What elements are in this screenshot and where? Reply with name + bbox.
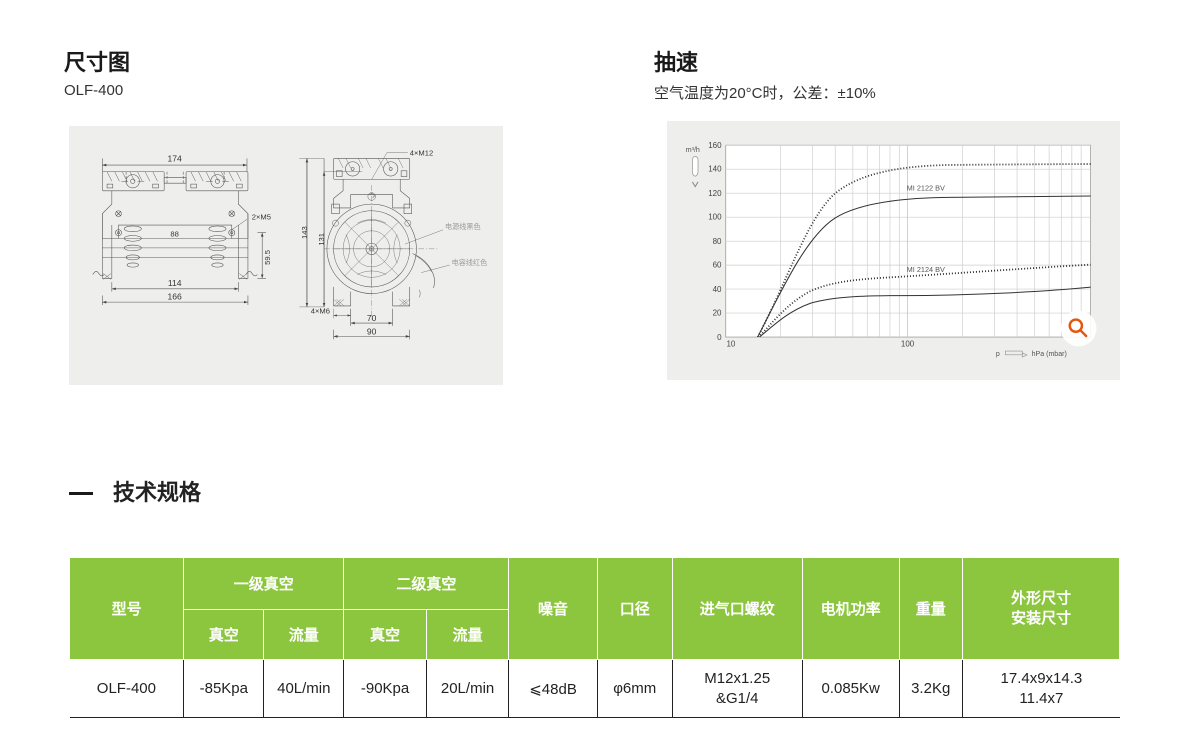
svg-text:电源线黑色: 电源线黑色: [445, 222, 481, 231]
svg-text:10: 10: [726, 339, 735, 348]
svg-text:4×M12: 4×M12: [410, 149, 433, 158]
svg-text:MI 2124 BV: MI 2124 BV: [907, 265, 945, 274]
svg-text:p: p: [996, 351, 1000, 358]
svg-text:114: 114: [168, 278, 182, 288]
svg-text:60: 60: [713, 260, 722, 269]
svg-text:20: 20: [713, 308, 722, 317]
svg-text:160: 160: [708, 141, 722, 150]
svg-text:140: 140: [708, 165, 722, 174]
svg-text:100: 100: [901, 339, 915, 348]
svg-text:80: 80: [713, 237, 722, 246]
svg-text:90: 90: [367, 326, 377, 336]
svg-text:143: 143: [300, 226, 309, 239]
svg-text:m³/h: m³/h: [686, 147, 700, 154]
svg-text:59.5: 59.5: [263, 250, 272, 265]
svg-text:hPa (mbar): hPa (mbar): [1032, 351, 1067, 358]
svg-text:131: 131: [317, 233, 326, 246]
svg-text:40: 40: [713, 285, 722, 294]
svg-text:0: 0: [717, 333, 722, 342]
svg-text:120: 120: [708, 189, 722, 198]
svg-text:174: 174: [168, 153, 183, 163]
svg-text:70: 70: [367, 313, 377, 323]
svg-text:MI 2122 BV: MI 2122 BV: [907, 183, 945, 192]
svg-text:88: 88: [170, 229, 178, 238]
svg-text:166: 166: [168, 291, 183, 301]
svg-text:电容线红色: 电容线红色: [452, 258, 488, 267]
svg-text:4×M6: 4×M6: [311, 307, 330, 316]
svg-text:100: 100: [708, 212, 722, 221]
svg-text:2×M5: 2×M5: [252, 212, 271, 221]
